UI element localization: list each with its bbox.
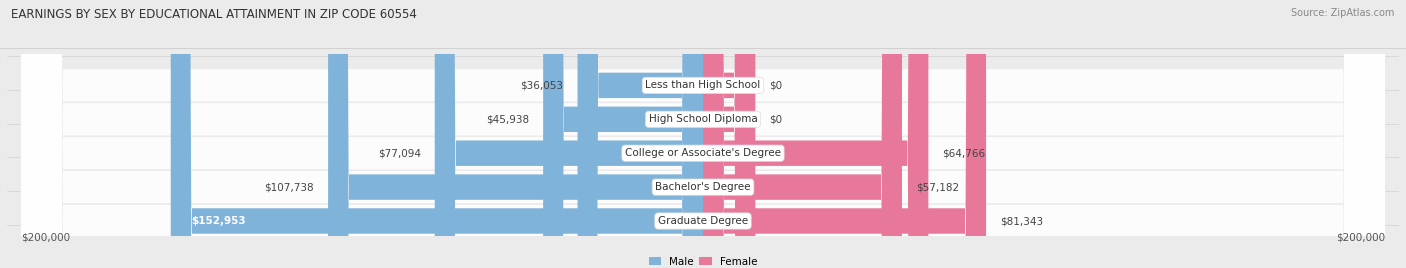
FancyBboxPatch shape (21, 0, 1385, 268)
Text: $0: $0 (769, 80, 782, 90)
Text: Graduate Degree: Graduate Degree (658, 216, 748, 226)
Text: $81,343: $81,343 (1000, 216, 1043, 226)
Text: High School Diploma: High School Diploma (648, 114, 758, 124)
FancyBboxPatch shape (434, 0, 703, 268)
Legend: Male, Female: Male, Female (644, 252, 762, 268)
Text: $64,766: $64,766 (942, 148, 986, 158)
Text: $77,094: $77,094 (378, 148, 420, 158)
Text: $200,000: $200,000 (21, 233, 70, 243)
Text: College or Associate's Degree: College or Associate's Degree (626, 148, 780, 158)
Text: $107,738: $107,738 (264, 182, 314, 192)
Text: $45,938: $45,938 (486, 114, 529, 124)
Text: Bachelor's Degree: Bachelor's Degree (655, 182, 751, 192)
FancyBboxPatch shape (170, 0, 703, 268)
FancyBboxPatch shape (21, 0, 1385, 268)
FancyBboxPatch shape (703, 0, 986, 268)
Text: $152,953: $152,953 (191, 216, 246, 226)
FancyBboxPatch shape (703, 0, 755, 268)
FancyBboxPatch shape (21, 0, 1385, 268)
FancyBboxPatch shape (578, 0, 703, 268)
Text: $200,000: $200,000 (1336, 233, 1385, 243)
FancyBboxPatch shape (703, 0, 928, 268)
Text: EARNINGS BY SEX BY EDUCATIONAL ATTAINMENT IN ZIP CODE 60554: EARNINGS BY SEX BY EDUCATIONAL ATTAINMEN… (11, 8, 418, 21)
Text: Source: ZipAtlas.com: Source: ZipAtlas.com (1291, 8, 1395, 18)
Text: $0: $0 (769, 114, 782, 124)
Text: Less than High School: Less than High School (645, 80, 761, 90)
FancyBboxPatch shape (703, 0, 755, 268)
FancyBboxPatch shape (21, 0, 1385, 268)
Text: $36,053: $36,053 (520, 80, 564, 90)
FancyBboxPatch shape (328, 0, 703, 268)
FancyBboxPatch shape (703, 0, 903, 268)
FancyBboxPatch shape (21, 0, 1385, 268)
FancyBboxPatch shape (543, 0, 703, 268)
Text: $57,182: $57,182 (915, 182, 959, 192)
